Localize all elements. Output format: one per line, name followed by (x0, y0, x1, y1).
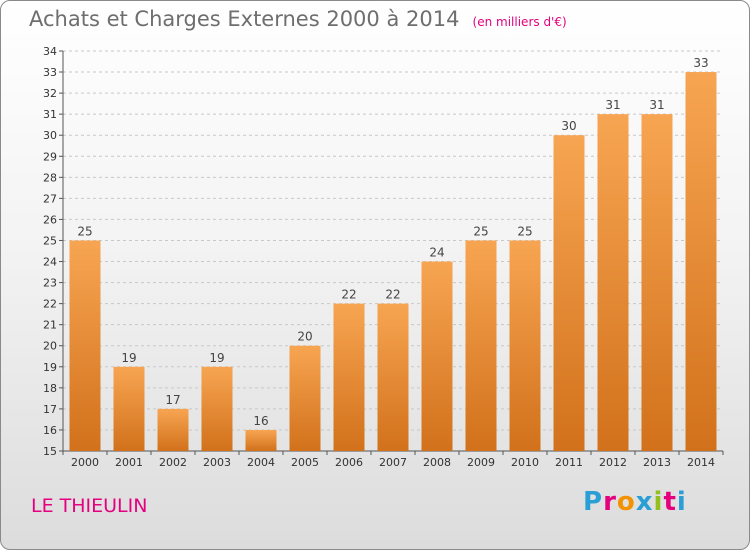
data-label: 17 (165, 393, 180, 407)
bar-2013 (641, 114, 673, 451)
bar-2000 (69, 240, 101, 451)
bar-2002 (157, 408, 189, 451)
chart-header: Achats et Charges Externes 2000 à 2014 (… (29, 7, 567, 31)
x-tick-label: 2011 (555, 456, 583, 469)
data-label: 16 (253, 414, 268, 428)
bar-2005 (289, 345, 321, 451)
x-tick-label: 2008 (423, 456, 451, 469)
y-tick-label: 33 (43, 66, 57, 79)
bar-2011 (553, 135, 585, 452)
bar-2012 (597, 114, 629, 451)
data-label: 25 (77, 224, 92, 238)
bar-2004 (245, 429, 277, 451)
y-tick-label: 22 (43, 298, 57, 311)
x-tick-label: 2005 (291, 456, 319, 469)
bar-2009 (465, 240, 497, 451)
data-label: 25 (517, 224, 532, 238)
y-tick-label: 20 (43, 340, 57, 353)
y-tick-label: 32 (43, 87, 57, 100)
data-label: 19 (209, 351, 224, 365)
x-tick-label: 2010 (511, 456, 539, 469)
y-tick-label: 15 (43, 445, 57, 458)
data-label: 30 (561, 119, 576, 133)
chart-unit: (en milliers d'€) (472, 15, 567, 29)
logo-letter: t (663, 487, 677, 517)
y-tick-label: 28 (43, 171, 57, 184)
data-label: 31 (605, 98, 620, 112)
y-tick-label: 21 (43, 319, 57, 332)
x-tick-label: 2003 (203, 456, 231, 469)
y-tick-label: 24 (43, 256, 57, 269)
x-tick-label: 2001 (115, 456, 143, 469)
data-label: 20 (297, 330, 312, 344)
bar-2008 (421, 261, 453, 451)
y-tick-label: 25 (43, 234, 57, 247)
location-label: LE THIEULIN (31, 495, 148, 517)
x-tick-label: 2006 (335, 456, 363, 469)
logo-letter: P (583, 487, 604, 517)
x-tick-label: 2007 (379, 456, 407, 469)
data-label: 31 (649, 98, 664, 112)
bar-2006 (333, 303, 365, 451)
y-tick-label: 18 (43, 382, 57, 395)
data-label: 25 (473, 224, 488, 238)
y-tick-label: 34 (43, 45, 57, 58)
logo-letter: x (635, 487, 654, 517)
y-tick-label: 16 (43, 424, 57, 437)
proxiti-logo: Proxiti (583, 487, 687, 517)
logo-letter: r (603, 487, 617, 517)
x-tick-label: 2004 (247, 456, 275, 469)
y-tick-label: 23 (43, 277, 57, 290)
y-tick-label: 31 (43, 108, 57, 121)
logo-letter: o (616, 487, 636, 517)
chart-title: Achats et Charges Externes 2000 à 2014 (29, 7, 460, 31)
data-label: 33 (693, 56, 708, 70)
y-tick-label: 27 (43, 192, 57, 205)
logo-letter: i (676, 487, 687, 517)
bar-2003 (201, 366, 233, 451)
x-tick-label: 2000 (71, 456, 99, 469)
y-tick-label: 30 (43, 129, 57, 142)
y-tick-label: 19 (43, 361, 57, 374)
data-label: 19 (121, 351, 136, 365)
data-label: 22 (385, 288, 400, 302)
bar-2007 (377, 303, 409, 451)
y-tick-label: 17 (43, 403, 57, 416)
bar-2014 (685, 72, 717, 451)
x-tick-label: 2012 (599, 456, 627, 469)
x-tick-label: 2009 (467, 456, 495, 469)
y-tick-label: 26 (43, 213, 57, 226)
bar-2010 (509, 240, 541, 451)
x-tick-label: 2014 (687, 456, 715, 469)
y-tick-label: 29 (43, 150, 57, 163)
x-tick-label: 2013 (643, 456, 671, 469)
logo-letter: i (653, 487, 664, 517)
data-label: 22 (341, 288, 356, 302)
bar-2001 (113, 366, 145, 451)
x-tick-label: 2002 (159, 456, 187, 469)
data-label: 24 (429, 246, 444, 260)
